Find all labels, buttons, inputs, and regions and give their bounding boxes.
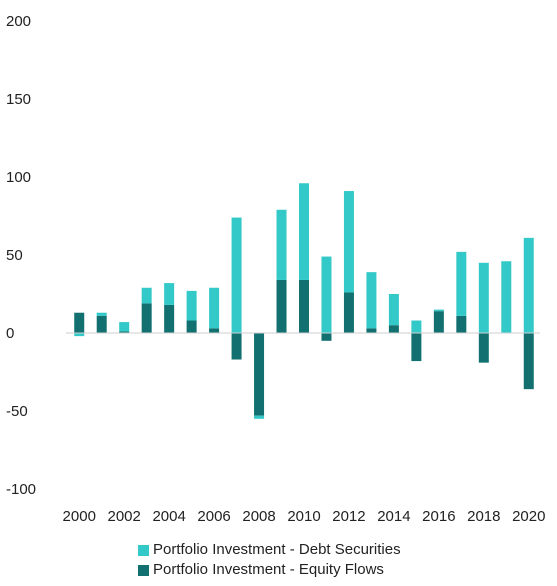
bar-equity-2010 — [299, 279, 309, 333]
chart: 200 150 100 50 0 -50 -100 2000 2002 2004 2006 2008… — [6, 13, 546, 525]
y-tick-label: 100 — [6, 169, 31, 186]
x-tick-label: 2014 — [377, 508, 410, 525]
bar-debt-2019 — [501, 261, 512, 333]
bar-equity-2011 — [321, 333, 332, 341]
bar-debt-2006 — [209, 287, 220, 329]
bar-debt-2018 — [478, 262, 489, 333]
y-tick-label: 0 — [6, 325, 14, 342]
bar-equity-2012 — [343, 292, 354, 333]
bar-debt-2002 — [119, 322, 130, 332]
x-tick-label: 2012 — [332, 508, 365, 525]
bars — [74, 183, 534, 419]
bar-equity-2016 — [433, 311, 444, 333]
legend-item-equity: Portfolio Investment - Equity Flows — [138, 560, 401, 580]
bar-equity-2014 — [388, 325, 399, 333]
y-tick-label: 50 — [6, 247, 23, 264]
legend-label-equity: Portfolio Investment - Equity Flows — [153, 561, 384, 578]
bar-equity-2004 — [164, 304, 175, 333]
bar-equity-2005 — [186, 320, 197, 333]
bar-equity-2018 — [478, 333, 489, 363]
bar-debt-2007 — [231, 217, 242, 333]
bar-equity-2002 — [119, 331, 130, 333]
bar-debt-2013 — [366, 272, 377, 329]
bar-equity-2006 — [209, 328, 220, 333]
y-tick-label: -100 — [6, 481, 36, 498]
bar-debt-2015 — [411, 320, 422, 333]
x-tick-label: 2000 — [63, 508, 96, 525]
y-tick-label: -50 — [6, 403, 28, 420]
y-axis-ticks: 200 150 100 50 0 -50 -100 — [6, 13, 36, 498]
bar-equity-2003 — [141, 303, 152, 333]
bar-debt-2016 — [433, 309, 444, 312]
bar-debt-2010 — [299, 183, 309, 280]
bar-equity-2001 — [96, 315, 107, 333]
legend-label-debt: Portfolio Investment - Debt Securities — [153, 541, 401, 558]
bar-debt-2005 — [186, 290, 197, 321]
x-tick-label: 2006 — [197, 508, 230, 525]
bar-debt-2000 — [74, 333, 85, 337]
x-tick-label: 2016 — [422, 508, 455, 525]
legend-swatch-debt — [138, 544, 149, 556]
legend: Portfolio Investment - Debt Securities P… — [138, 540, 401, 580]
bar-debt-2017 — [456, 251, 467, 316]
bar-debt-2001 — [96, 312, 107, 316]
x-tick-label: 2020 — [512, 508, 545, 525]
x-tick-label: 2008 — [242, 508, 275, 525]
y-tick-label: 200 — [6, 13, 31, 30]
legend-swatch-equity — [138, 564, 149, 576]
x-tick-label: 2004 — [152, 508, 185, 525]
bar-equity-2017 — [456, 315, 467, 333]
x-axis-ticks: 2000 2002 2004 2006 2008 2010 2012 2014 2016 2018… — [63, 508, 546, 525]
bar-equity-2020 — [523, 333, 534, 390]
bar-equity-2008 — [254, 333, 265, 416]
bar-debt-2008 — [254, 415, 265, 419]
bar-equity-2013 — [366, 328, 377, 333]
bar-equity-2009 — [276, 279, 287, 333]
bar-debt-2009 — [276, 209, 287, 280]
bar-debt-2003 — [141, 287, 152, 304]
bar-debt-2020 — [523, 237, 534, 333]
x-tick-label: 2018 — [467, 508, 500, 525]
bar-equity-2015 — [411, 333, 422, 362]
x-tick-label: 2010 — [287, 508, 320, 525]
legend-item-debt: Portfolio Investment - Debt Securities — [138, 540, 401, 560]
bar-debt-2014 — [388, 294, 399, 326]
x-tick-label: 2002 — [108, 508, 141, 525]
bar-debt-2004 — [164, 283, 175, 305]
y-tick-label: 150 — [6, 91, 31, 108]
bar-equity-2000 — [74, 312, 85, 333]
bar-equity-2007 — [231, 333, 242, 360]
bar-debt-2011 — [321, 256, 332, 333]
bar-debt-2012 — [343, 191, 354, 293]
